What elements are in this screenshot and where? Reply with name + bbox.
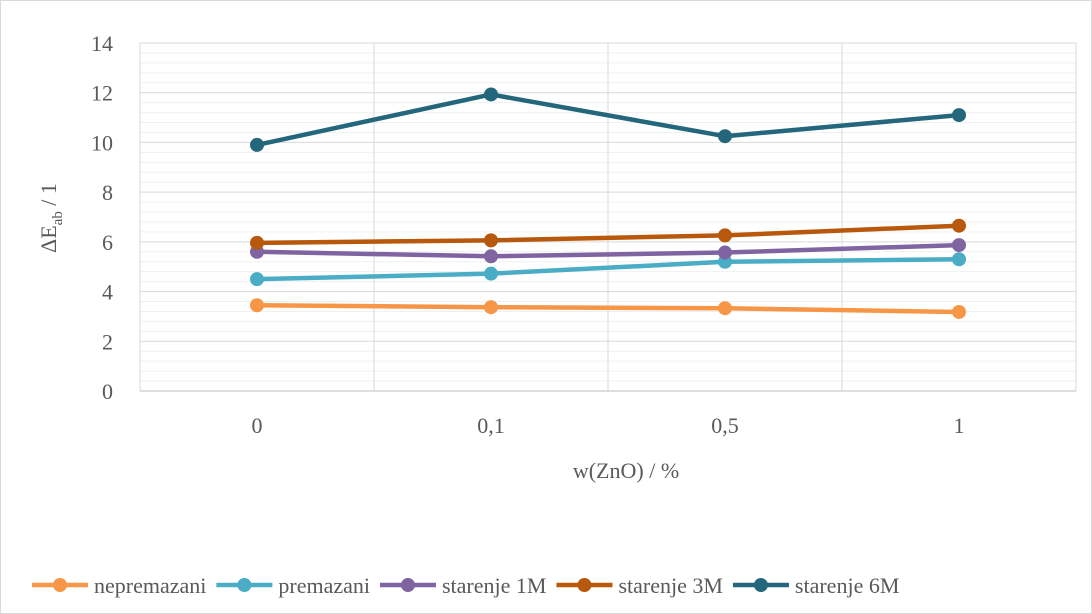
y-tick-label: 10 bbox=[91, 130, 113, 155]
legend-label-nepremazani: nepremazani bbox=[94, 573, 206, 598]
legend-marker-premazani bbox=[237, 578, 252, 592]
gridlines bbox=[139, 42, 1077, 392]
series-line-premazani bbox=[254, 257, 962, 282]
data-point-nepremazani bbox=[484, 300, 498, 315]
x-tick-label: 1 bbox=[954, 413, 965, 438]
legend-label-starenje-3m: starenje 3M bbox=[618, 573, 722, 598]
data-point-nepremazani bbox=[250, 298, 264, 313]
series-line-starenje-3m bbox=[254, 223, 962, 246]
y-tick-label: 6 bbox=[102, 230, 113, 255]
data-point-starenje-3m bbox=[718, 228, 732, 243]
data-point-nepremazani bbox=[718, 301, 732, 316]
y-axis-title: ΔEab / 1 bbox=[36, 183, 66, 253]
y-tick-label: 4 bbox=[102, 280, 113, 305]
x-tick-label: 0,5 bbox=[711, 413, 739, 438]
y-tick-label: 8 bbox=[102, 180, 113, 205]
y-axis-title-main: ΔE bbox=[36, 225, 61, 253]
x-tick-label: 0,1 bbox=[477, 413, 505, 438]
y-tick-label: 0 bbox=[102, 379, 113, 404]
x-tick-label: 0 bbox=[252, 413, 263, 438]
legend: nepremazani premazani starenje 1M starenje … bbox=[32, 573, 899, 598]
y-axis-ticks: 0 2 4 6 8 10 12 14 bbox=[91, 31, 113, 404]
x-axis-title: w(ZnO) / % bbox=[573, 458, 679, 483]
y-tick-label: 2 bbox=[102, 329, 113, 354]
data-point-starenje-3m bbox=[250, 235, 264, 250]
legend-marker-starenje-1m bbox=[400, 578, 415, 592]
legend-label-starenje-6m: starenje 6M bbox=[795, 573, 899, 598]
data-point-starenje-6m bbox=[718, 129, 732, 144]
x-axis-ticks: 0 0,1 0,5 1 bbox=[252, 413, 965, 438]
data-point-premazani bbox=[484, 266, 498, 281]
series-line-starenje-6m bbox=[254, 92, 962, 148]
data-point-starenje-6m bbox=[484, 87, 498, 102]
series-line-starenje-1m bbox=[254, 242, 962, 259]
legend-label-starenje-1m: starenje 1M bbox=[442, 573, 546, 598]
y-tick-label: 14 bbox=[91, 31, 113, 56]
data-point-starenje-1m bbox=[484, 249, 498, 264]
series-line-nepremazani bbox=[254, 302, 962, 315]
data-point-premazani bbox=[952, 252, 966, 267]
legend-label-premazani: premazani bbox=[278, 573, 370, 598]
legend-marker-nepremazani bbox=[53, 578, 67, 592]
data-point-premazani bbox=[250, 272, 264, 287]
data-point-starenje-3m bbox=[484, 233, 498, 248]
legend-marker-starenje-6m bbox=[753, 578, 768, 592]
data-point-nepremazani bbox=[952, 304, 966, 319]
data-point-starenje-6m bbox=[952, 108, 966, 123]
data-point-starenje-1m bbox=[952, 238, 966, 253]
data-point-starenje-3m bbox=[952, 218, 966, 233]
data-point-starenje-1m bbox=[718, 245, 732, 260]
y-tick-label: 12 bbox=[91, 81, 113, 106]
series-group bbox=[250, 87, 966, 319]
y-axis-title-suffix: / 1 bbox=[36, 183, 61, 211]
legend-marker-starenje-3m bbox=[577, 578, 592, 592]
data-point-starenje-6m bbox=[250, 137, 264, 152]
y-axis-title-sub: ab bbox=[50, 211, 66, 225]
